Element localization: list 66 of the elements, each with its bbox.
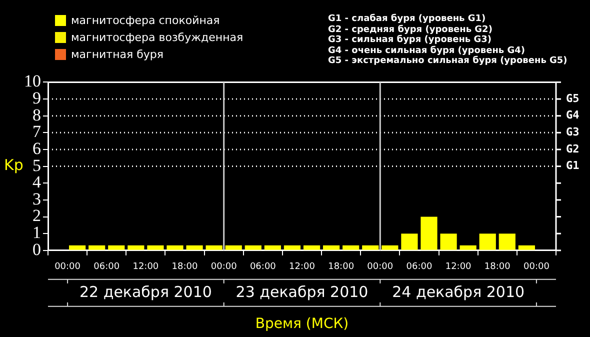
text: 22 декабря 2010	[79, 282, 212, 301]
bar	[147, 245, 164, 250]
bar	[225, 245, 242, 250]
y-tick-label: 4	[32, 172, 42, 192]
y-tick-label: 10	[24, 72, 41, 91]
text: G1 - слабая буря (уровень G1)	[328, 14, 487, 24]
bar	[382, 245, 398, 250]
x-tick-label: 18:00	[484, 262, 511, 272]
x-tick-label: 12:00	[132, 262, 159, 272]
text: G3 - сильная буря (уровень G3)	[328, 35, 492, 46]
x-tick-label: 00:00	[523, 262, 550, 272]
y-tick-label: 9	[32, 88, 41, 108]
x-tick-label: 00:00	[210, 262, 238, 272]
y-tick-label: 8	[32, 105, 41, 124]
y-tick-label: 0	[32, 240, 41, 259]
bar	[518, 245, 535, 250]
legend-label: магнитосфера возбужденная	[71, 31, 244, 44]
text: G5 - экстремально сильная буря (уровень G5)	[328, 56, 568, 66]
ref-line-label: G3	[566, 126, 580, 139]
legend-label: магнитная буря	[71, 48, 164, 61]
bar	[401, 234, 418, 250]
bar	[479, 234, 496, 250]
bar	[244, 245, 262, 250]
bar	[460, 245, 476, 250]
bar	[323, 245, 340, 250]
x-tick-label: 12:00	[445, 262, 472, 272]
text: G2 - средняя буря (уровень G2)	[328, 24, 494, 34]
x-tick-label: 00:00	[367, 262, 394, 272]
text: G4 - очень сильная буря (уровень G4)	[328, 46, 526, 56]
x-tick-label: 06:00	[94, 262, 120, 272]
y-axis-title: Kp	[4, 156, 24, 174]
text: 23 декабря 2010	[236, 282, 368, 301]
x-tick-label: 18:00	[172, 262, 198, 272]
x-tick-label: 18:00	[328, 262, 354, 272]
bar	[166, 245, 184, 250]
bar	[420, 216, 438, 250]
y-tick-label: 7	[32, 122, 42, 142]
bar	[128, 245, 144, 250]
y-tick-label: 3	[32, 189, 41, 208]
y-tick-label: 6	[32, 138, 41, 158]
x-axis-title: Время (МСК)	[255, 316, 349, 332]
bar	[108, 245, 125, 250]
y-tick-label: 5	[32, 156, 41, 175]
bar	[206, 245, 222, 250]
legend-label: магнитосфера спокойная	[71, 14, 220, 27]
ref-line-label: G4	[566, 108, 580, 122]
bar	[88, 245, 106, 250]
bar	[303, 245, 320, 250]
ref-line-label: G5	[566, 92, 580, 105]
x-tick-label: 00:00	[54, 262, 81, 272]
y-tick-label: 2	[32, 206, 41, 226]
ref-line-label: G2	[566, 142, 580, 156]
x-tick-label: 12:00	[289, 262, 316, 272]
bar	[498, 234, 516, 250]
text: 24 декабря 2010	[392, 282, 525, 301]
bar	[362, 245, 379, 250]
bar	[186, 245, 203, 250]
x-tick-label: 06:00	[250, 262, 276, 272]
x-tick-label: 06:00	[406, 262, 432, 272]
bar	[284, 245, 301, 250]
bar	[69, 245, 86, 250]
bar	[264, 245, 281, 250]
ref-line-label: G1	[566, 159, 580, 172]
y-tick-label: 1	[32, 223, 41, 242]
bar	[342, 245, 360, 250]
bar	[440, 234, 457, 250]
